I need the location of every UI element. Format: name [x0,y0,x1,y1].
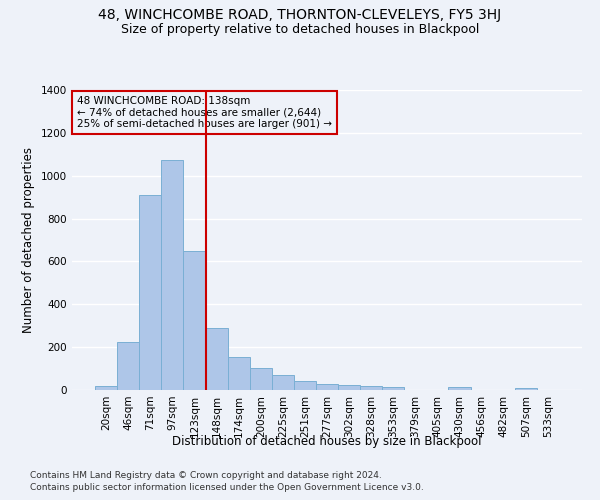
Bar [272,374,294,390]
Bar [382,387,404,390]
Bar [161,160,184,390]
Bar [360,386,382,390]
Text: Size of property relative to detached houses in Blackpool: Size of property relative to detached ho… [121,22,479,36]
Bar [515,388,537,390]
Bar [250,368,272,390]
Bar [448,388,470,390]
Text: 48 WINCHCOMBE ROAD: 138sqm
← 74% of detached houses are smaller (2,644)
25% of s: 48 WINCHCOMBE ROAD: 138sqm ← 74% of deta… [77,96,332,129]
Bar [139,195,161,390]
Bar [338,384,360,390]
Bar [316,384,338,390]
Bar [294,382,316,390]
Bar [206,328,227,390]
Text: Distribution of detached houses by size in Blackpool: Distribution of detached houses by size … [172,435,482,448]
Bar [227,357,250,390]
Y-axis label: Number of detached properties: Number of detached properties [22,147,35,333]
Text: Contains HM Land Registry data © Crown copyright and database right 2024.: Contains HM Land Registry data © Crown c… [30,471,382,480]
Text: 48, WINCHCOMBE ROAD, THORNTON-CLEVELEYS, FY5 3HJ: 48, WINCHCOMBE ROAD, THORNTON-CLEVELEYS,… [98,8,502,22]
Bar [117,342,139,390]
Bar [95,386,117,390]
Text: Contains public sector information licensed under the Open Government Licence v3: Contains public sector information licen… [30,484,424,492]
Bar [184,250,206,390]
